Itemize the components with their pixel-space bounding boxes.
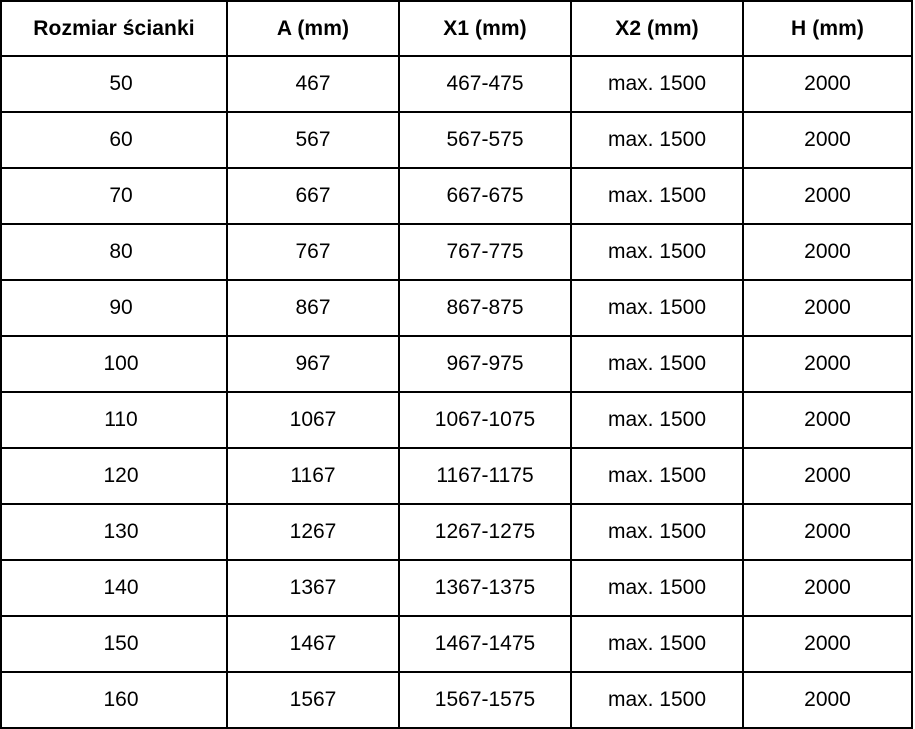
cell-h: 2000 (742, 279, 913, 337)
column-header-size: Rozmiar ścianki (0, 0, 228, 57)
cell-h: 2000 (742, 559, 913, 617)
cell-x2: max. 1500 (570, 55, 744, 113)
cell-a: 1567 (226, 671, 400, 729)
table-row: 140 1367 1367-1375 max. 1500 2000 (0, 559, 913, 617)
cell-size: 90 (0, 279, 228, 337)
cell-h: 2000 (742, 335, 913, 393)
cell-a: 1267 (226, 503, 400, 561)
table-header: Rozmiar ścianki A (mm) X1 (mm) X2 (mm) H (mm… (0, 0, 913, 57)
cell-x2: max. 1500 (570, 223, 744, 281)
cell-h: 2000 (742, 503, 913, 561)
cell-size: 60 (0, 111, 228, 169)
table-body: 50 467 467-475 max. 1500 2000 60 567 567-575 max… (0, 55, 913, 729)
cell-size: 100 (0, 335, 228, 393)
cell-h: 2000 (742, 391, 913, 449)
column-header-x2: X2 (mm) (570, 0, 744, 57)
cell-h: 2000 (742, 55, 913, 113)
table-row: 70 667 667-675 max. 1500 2000 (0, 167, 913, 225)
cell-x2: max. 1500 (570, 503, 744, 561)
cell-x1: 767-775 (398, 223, 572, 281)
cell-size: 130 (0, 503, 228, 561)
table-row: 160 1567 1567-1575 max. 1500 2000 (0, 671, 913, 729)
column-header-h: H (mm) (742, 0, 913, 57)
cell-x2: max. 1500 (570, 391, 744, 449)
cell-a: 1467 (226, 615, 400, 673)
table-row: 90 867 867-875 max. 1500 2000 (0, 279, 913, 337)
table-row: 80 767 767-775 max. 1500 2000 (0, 223, 913, 281)
cell-x2: max. 1500 (570, 111, 744, 169)
cell-x1: 567-575 (398, 111, 572, 169)
cell-a: 867 (226, 279, 400, 337)
cell-a: 1167 (226, 447, 400, 505)
cell-size: 70 (0, 167, 228, 225)
cell-a: 467 (226, 55, 400, 113)
table-row: 60 567 567-575 max. 1500 2000 (0, 111, 913, 169)
cell-h: 2000 (742, 447, 913, 505)
cell-x1: 1367-1375 (398, 559, 572, 617)
cell-a: 567 (226, 111, 400, 169)
cell-size: 150 (0, 615, 228, 673)
cell-a: 1067 (226, 391, 400, 449)
cell-x1: 1467-1475 (398, 615, 572, 673)
cell-size: 120 (0, 447, 228, 505)
cell-x2: max. 1500 (570, 615, 744, 673)
table-row: 50 467 467-475 max. 1500 2000 (0, 55, 913, 113)
cell-h: 2000 (742, 671, 913, 729)
table-row: 130 1267 1267-1275 max. 1500 2000 (0, 503, 913, 561)
cell-x1: 1067-1075 (398, 391, 572, 449)
cell-h: 2000 (742, 615, 913, 673)
cell-h: 2000 (742, 223, 913, 281)
table-row: 150 1467 1467-1475 max. 1500 2000 (0, 615, 913, 673)
cell-x1: 1567-1575 (398, 671, 572, 729)
table-row: 120 1167 1167-1175 max. 1500 2000 (0, 447, 913, 505)
cell-x1: 1267-1275 (398, 503, 572, 561)
cell-x2: max. 1500 (570, 335, 744, 393)
cell-h: 2000 (742, 111, 913, 169)
cell-x1: 867-875 (398, 279, 572, 337)
cell-h: 2000 (742, 167, 913, 225)
table-row: 110 1067 1067-1075 max. 1500 2000 (0, 391, 913, 449)
column-header-x1: X1 (mm) (398, 0, 572, 57)
cell-x2: max. 1500 (570, 279, 744, 337)
cell-size: 160 (0, 671, 228, 729)
cell-x1: 667-675 (398, 167, 572, 225)
cell-a: 667 (226, 167, 400, 225)
cell-a: 967 (226, 335, 400, 393)
cell-size: 80 (0, 223, 228, 281)
cell-a: 1367 (226, 559, 400, 617)
cell-x2: max. 1500 (570, 447, 744, 505)
cell-x1: 967-975 (398, 335, 572, 393)
cell-x2: max. 1500 (570, 559, 744, 617)
cell-size: 140 (0, 559, 228, 617)
column-header-a: A (mm) (226, 0, 400, 57)
cell-size: 110 (0, 391, 228, 449)
cell-x1: 1167-1175 (398, 447, 572, 505)
table-header-row: Rozmiar ścianki A (mm) X1 (mm) X2 (mm) H (mm… (0, 0, 913, 57)
table-row: 100 967 967-975 max. 1500 2000 (0, 335, 913, 393)
cell-x2: max. 1500 (570, 167, 744, 225)
cell-a: 767 (226, 223, 400, 281)
cell-x1: 467-475 (398, 55, 572, 113)
cell-size: 50 (0, 55, 228, 113)
cell-x2: max. 1500 (570, 671, 744, 729)
